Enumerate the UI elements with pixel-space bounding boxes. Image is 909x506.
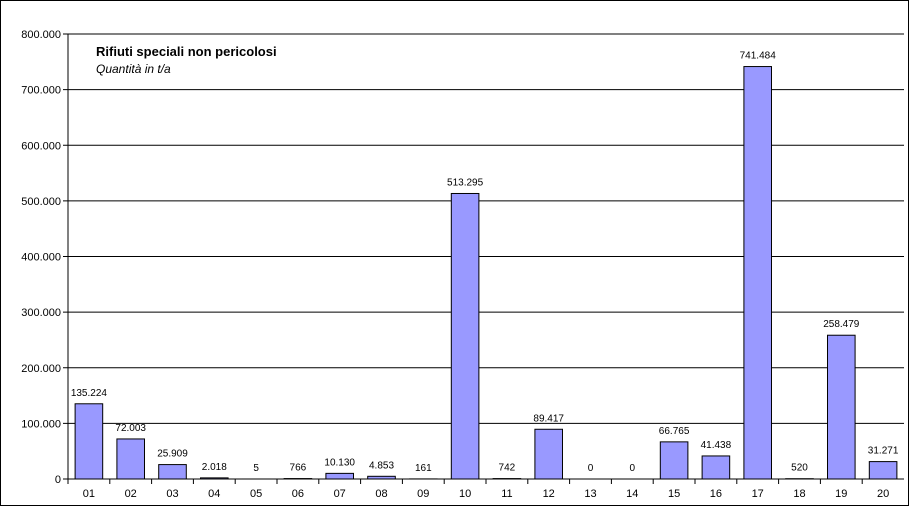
data-label: 766 xyxy=(290,463,307,474)
bar-10 xyxy=(450,192,480,480)
bars xyxy=(74,66,898,480)
x-tick-label: 20 xyxy=(877,488,889,500)
data-label: 31.271 xyxy=(868,446,899,457)
data-label: 741.484 xyxy=(740,51,777,62)
x-tick-label: 08 xyxy=(375,488,387,500)
data-label: 161 xyxy=(415,463,432,474)
data-label: 0 xyxy=(630,463,636,474)
x-tick-label: 16 xyxy=(710,488,722,500)
data-label: 10.130 xyxy=(324,457,355,468)
x-tick-label: 12 xyxy=(543,488,555,500)
chart-subtitle: Quantità in t/a xyxy=(96,62,171,76)
x-tick-label: 10 xyxy=(459,488,471,500)
y-tick-label: 400.000 xyxy=(21,252,61,264)
data-label: 5 xyxy=(253,463,259,474)
bar-01 xyxy=(74,403,104,480)
x-tick-label: 07 xyxy=(334,488,346,500)
x-tick-label: 03 xyxy=(166,488,178,500)
bar-07 xyxy=(325,472,354,480)
y-tick-label: 500.000 xyxy=(21,196,61,208)
bar-15 xyxy=(659,441,689,480)
x-tick-label: 05 xyxy=(250,488,262,500)
data-label: 513.295 xyxy=(447,177,484,188)
bar-12 xyxy=(534,428,563,480)
x-tick-label: 02 xyxy=(125,488,137,500)
y-tick-label: 100.000 xyxy=(21,418,61,430)
x-tick-label: 17 xyxy=(752,488,764,500)
data-label: 135.224 xyxy=(71,388,108,399)
data-labels: 135.224 72.003 25.909 2.018 5 766 10.130 4.853 1… xyxy=(71,51,899,474)
axes xyxy=(67,34,904,480)
y-tick-label: 0 xyxy=(55,474,61,486)
x-tick-label: 14 xyxy=(626,488,638,500)
x-tick-label: 06 xyxy=(292,488,304,500)
bar-03 xyxy=(158,464,187,480)
data-label: 520 xyxy=(791,463,808,474)
chart-title: Rifiuti speciali non pericolosi xyxy=(96,44,277,59)
bar-02 xyxy=(116,438,145,480)
data-label: 41.438 xyxy=(701,440,732,451)
bar-16 xyxy=(701,455,731,480)
bar-20 xyxy=(868,461,898,480)
grid-lines xyxy=(63,33,904,480)
data-label: 72.003 xyxy=(115,423,146,434)
data-label: 25.909 xyxy=(157,449,188,460)
x-tick-label: 19 xyxy=(835,488,847,500)
bar-19 xyxy=(827,334,856,480)
x-tick-label: 01 xyxy=(83,488,95,500)
x-tick-label: 04 xyxy=(208,488,220,500)
y-tick-label: 300.000 xyxy=(21,307,61,319)
data-label: 66.765 xyxy=(659,426,690,437)
data-label: 742 xyxy=(499,463,516,474)
x-tick-label: 15 xyxy=(668,488,680,500)
data-label: 258.479 xyxy=(823,319,860,330)
bar-17 xyxy=(743,66,772,480)
x-tick-label: 13 xyxy=(584,488,596,500)
y-tick-label: 200.000 xyxy=(21,363,61,375)
data-label: 4.853 xyxy=(369,460,394,471)
data-label: 0 xyxy=(588,463,594,474)
y-tick-label: 800.000 xyxy=(21,29,61,41)
x-tick-label: 09 xyxy=(417,488,429,500)
data-label: 89.417 xyxy=(533,413,564,424)
y-tick-label: 600.000 xyxy=(21,140,61,152)
y-axis-tick-labels: 0 100.000 200.000 300.000 400.000 500.000 600.… xyxy=(21,29,61,486)
x-tick-label: 11 xyxy=(501,488,512,500)
x-axis-tick-labels: 01 02 03 04 05 06 07 08 09 10 11 12 13 14 15 16 17 18 19 20 xyxy=(67,479,889,500)
x-tick-label: 18 xyxy=(793,488,805,500)
y-tick-label: 700.000 xyxy=(21,85,61,97)
data-label: 2.018 xyxy=(202,462,227,473)
